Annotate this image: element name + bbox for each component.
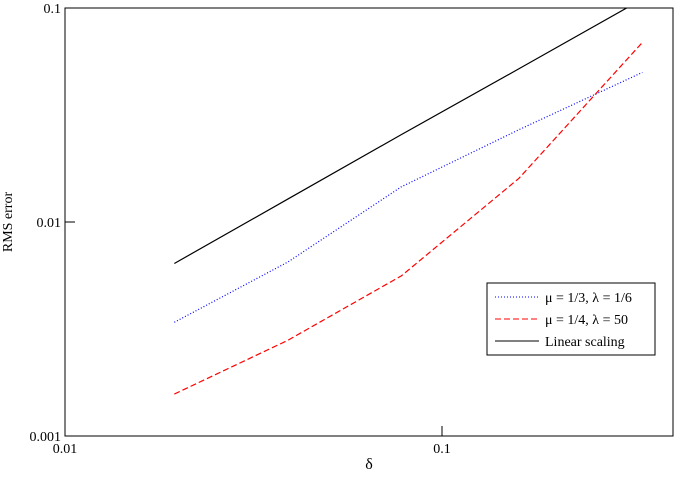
series-line (174, 8, 628, 264)
y-tick-label: 0.01 (37, 216, 62, 231)
legend-label: μ = 1/3, λ = 1/6 (545, 291, 632, 306)
series-line (174, 42, 643, 395)
series-line (174, 71, 643, 323)
y-tick-label: 0.1 (44, 2, 62, 17)
legend-label: Linear scaling (545, 335, 625, 350)
plot-area (174, 8, 643, 395)
legend-label: μ = 1/4, λ = 50 (545, 313, 628, 328)
y-tick-label: 0.001 (30, 430, 62, 445)
plot-frame (64, 7, 674, 437)
x-tick-label: 0.01 (53, 442, 78, 457)
y-axis-label: RMS error (1, 192, 16, 253)
x-axis-label: δ (365, 456, 373, 473)
x-tick-label: 0.1 (433, 442, 451, 457)
